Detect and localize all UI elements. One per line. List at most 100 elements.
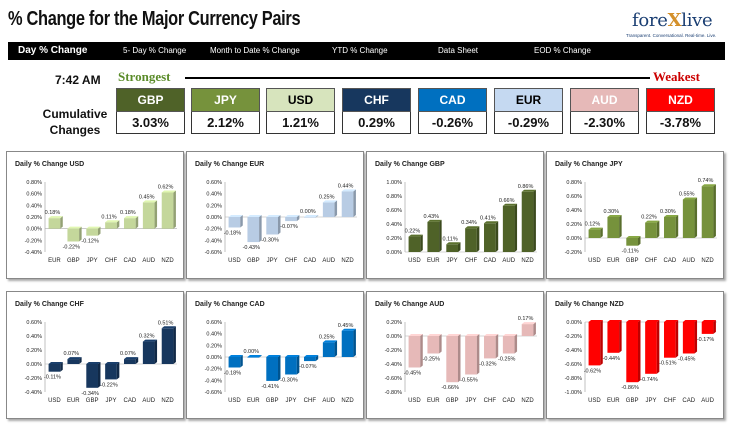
x-tick-label: CHF bbox=[465, 258, 478, 264]
chart-bar bbox=[626, 238, 638, 246]
chart-bar bbox=[588, 322, 601, 366]
y-tick-label: 0.00% bbox=[206, 215, 222, 221]
x-tick-label: JPY bbox=[87, 258, 98, 264]
chart-bar-side bbox=[60, 216, 63, 229]
y-tick-label: -0.40% bbox=[25, 390, 43, 396]
chart-bar bbox=[304, 357, 316, 362]
x-tick-label: NZD bbox=[161, 398, 174, 404]
chart-bar-side bbox=[79, 357, 82, 364]
chart-bar-side bbox=[334, 200, 338, 217]
x-tick-label: CAD bbox=[124, 258, 137, 264]
data-label: 0.17% bbox=[518, 316, 534, 322]
y-tick-label: -0.60% bbox=[205, 250, 223, 256]
chart-bar-top bbox=[446, 242, 461, 245]
y-tick-label: -1.00% bbox=[565, 390, 583, 396]
chart-bar-top bbox=[67, 357, 82, 360]
chart-bar-top bbox=[446, 334, 461, 336]
timestamp: 7:42 AM bbox=[55, 73, 101, 87]
x-tick-label: AUD bbox=[322, 258, 335, 264]
chart-bar-side bbox=[240, 355, 243, 368]
y-tick-label: 0.00% bbox=[26, 227, 42, 233]
bar-chart: Daily % Change AUD 0.20% 0.00% -0.20% -0.40%… bbox=[375, 301, 537, 404]
data-label: -0.86% bbox=[621, 385, 639, 391]
data-label: -0.62% bbox=[584, 368, 602, 374]
nav-bar: Day % Change 5- Day % Change Month to Da… bbox=[8, 42, 725, 60]
data-label: -0.32% bbox=[479, 361, 497, 367]
data-label: 0.43% bbox=[423, 214, 439, 220]
y-tick-label: 0.00% bbox=[386, 250, 402, 256]
chart-bar-top bbox=[701, 320, 716, 322]
data-label: 0.11% bbox=[101, 214, 116, 220]
data-label: 0.66% bbox=[499, 198, 515, 204]
data-label: -0.11% bbox=[622, 249, 639, 255]
nav-5day-change[interactable]: 5- Day % Change bbox=[123, 46, 187, 55]
chart-bar-side bbox=[514, 203, 518, 252]
data-label: -0.07% bbox=[280, 224, 298, 230]
currency-box-chf: CHF 0.29% bbox=[342, 88, 411, 134]
nav-month-to-date-change[interactable]: Month to Date % Change bbox=[210, 46, 300, 55]
data-label: -0.30% bbox=[280, 378, 298, 384]
x-tick-label: AUD bbox=[682, 258, 695, 264]
chart-bar bbox=[285, 217, 297, 222]
x-tick-label: GBP bbox=[626, 398, 639, 404]
chart-bar bbox=[124, 218, 136, 229]
data-label: 0.45% bbox=[338, 323, 354, 329]
y-tick-label: 0.80% bbox=[386, 194, 402, 200]
page-title: % Change for the Major Currency Pairs bbox=[8, 8, 301, 30]
chart-bar bbox=[228, 217, 241, 228]
x-tick-label: AUD bbox=[701, 398, 714, 404]
x-tick-label: JPY bbox=[105, 398, 116, 404]
chart-bar-top bbox=[142, 200, 158, 203]
y-tick-label: 1.00% bbox=[386, 180, 402, 186]
chart-bar-top bbox=[285, 355, 300, 357]
x-tick-label: EUR bbox=[427, 398, 440, 404]
currency-value: 2.12% bbox=[191, 112, 260, 134]
data-label: 0.22% bbox=[641, 215, 657, 221]
chart-bar-top bbox=[521, 322, 536, 325]
x-tick-label: CAD bbox=[124, 398, 137, 404]
chart-bar-top bbox=[427, 334, 442, 336]
currency-box-cad: CAD -0.26% bbox=[418, 88, 487, 134]
chart-bar-side bbox=[334, 340, 338, 357]
chart-bar-top bbox=[701, 184, 716, 187]
data-label: -0.25% bbox=[498, 357, 516, 363]
nav-ytd-change[interactable]: YTD % Change bbox=[332, 46, 388, 55]
chart-bar-side bbox=[277, 215, 281, 235]
chart-bar-top bbox=[521, 189, 536, 192]
chart-bar-side bbox=[420, 234, 423, 252]
currency-box-gbp: GBP 3.03% bbox=[116, 88, 185, 134]
currency-name: NZD bbox=[646, 88, 715, 112]
x-tick-label: NZD bbox=[521, 398, 534, 404]
chart-bar-top bbox=[588, 227, 603, 230]
chart-bar-top bbox=[322, 340, 338, 343]
chart-title: Daily % Change AUD bbox=[375, 301, 444, 308]
chart-bar bbox=[446, 336, 458, 383]
cumulative-changes-label: Cumulative Changes bbox=[38, 106, 112, 138]
x-tick-label: USD bbox=[408, 258, 421, 264]
chart-bar bbox=[142, 341, 155, 364]
nav-day-change[interactable]: Day % Change bbox=[18, 45, 88, 56]
chart-bar bbox=[408, 236, 421, 252]
chart-bar-top bbox=[484, 221, 499, 224]
y-tick-label: 0.40% bbox=[206, 192, 222, 198]
chart-panel-usd: Daily % Change USD 0.80% 0.60% 0.40% 0.20% 0.… bbox=[6, 151, 184, 279]
y-tick-label: 0.40% bbox=[26, 203, 42, 209]
chart-bar-side bbox=[154, 339, 158, 364]
chart-bar-top bbox=[124, 357, 139, 360]
data-label: 0.07% bbox=[63, 351, 79, 357]
chart-bar-side bbox=[533, 322, 536, 336]
chart-bar-top bbox=[484, 334, 499, 336]
data-label: 0.30% bbox=[603, 209, 619, 215]
chart-bar-top bbox=[645, 220, 660, 223]
chart-bar-top bbox=[607, 320, 622, 322]
data-label: 0.18% bbox=[45, 210, 61, 216]
nav-data-sheet[interactable]: Data Sheet bbox=[438, 46, 479, 55]
data-label: 0.34% bbox=[461, 220, 477, 226]
chart-bar-top bbox=[304, 355, 319, 357]
chart-bar-top bbox=[105, 362, 120, 364]
chart-bar-top bbox=[48, 362, 63, 364]
data-label: 0.74% bbox=[698, 178, 714, 184]
x-tick-label: USD bbox=[228, 258, 241, 264]
bar-chart: Daily % Change NZD 0.00% -0.20% -0.40% -0.60… bbox=[555, 301, 717, 404]
nav-eod-change[interactable]: EOD % Change bbox=[534, 46, 591, 55]
